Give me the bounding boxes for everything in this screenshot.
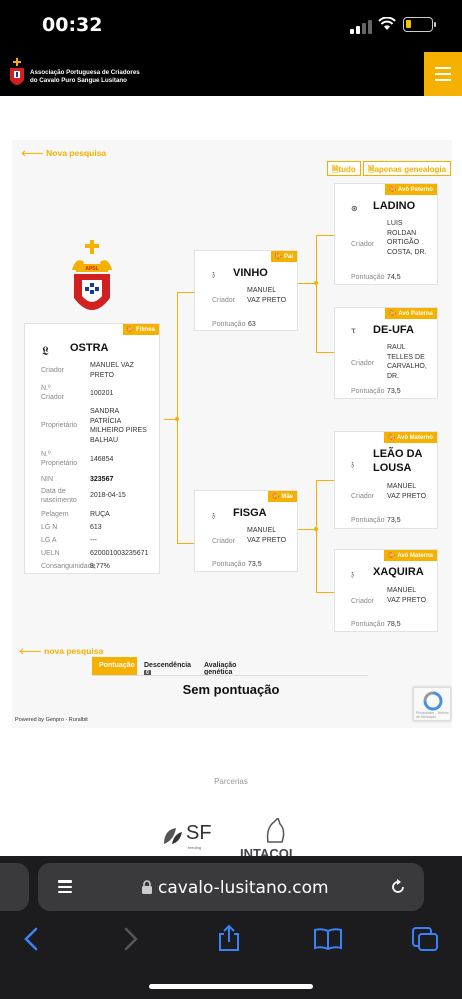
- status-bar: 00:32: [0, 0, 462, 52]
- connector: [298, 283, 316, 284]
- brand-mark-icon: 𝔷: [351, 459, 354, 468]
- horse-head-icon: [266, 818, 285, 843]
- home-indicator: [149, 984, 313, 989]
- connector: [316, 592, 334, 593]
- recaptcha-icon: [423, 691, 443, 711]
- main-horse-card[interactable]: 🐎 Filmea 𝕷 OSTRA Criador MANUEL VAZ PRET…: [24, 323, 160, 574]
- tab-pontuacao[interactable]: Pontuação: [92, 657, 137, 675]
- horse-name: FISGA: [233, 507, 267, 519]
- horse-tag: 🐎 Avó Materna: [384, 550, 437, 561]
- new-search-link-top[interactable]: 🡐 Nova pesquisa: [21, 148, 107, 158]
- apsl-emblem-icon: APSL: [72, 240, 112, 310]
- horse-name: DE-UFA: [373, 324, 414, 336]
- url-text[interactable]: cavalo-lusitano.com: [158, 878, 329, 898]
- connector: [316, 235, 317, 352]
- horse-icon: 🐎: [387, 435, 397, 441]
- back-icon[interactable]: [22, 927, 42, 951]
- brand-mark-icon: ꚍ: [351, 326, 356, 335]
- result-text: Sem pontuação: [182, 682, 280, 697]
- genealogy-only-button[interactable]: 🗎apenas genealogia: [363, 161, 452, 176]
- site-header: Associação Portuguesa de Criadores do Ca…: [0, 52, 462, 96]
- arrow-left-icon: 🡐: [19, 646, 45, 656]
- connector-dot: [314, 527, 318, 531]
- powered-by: Powered by Genpro - Ruralbit: [15, 717, 88, 723]
- horse-icon: 🐎: [389, 311, 399, 317]
- brand-mark-icon: 𝕷: [42, 344, 49, 358]
- horse-name: LADINO: [373, 200, 416, 212]
- maternal-granddam-card[interactable]: 🐎 Avó Materna 𝔷 XAQUIRA Criador MANUEL V…: [334, 549, 438, 632]
- previous-tab-preview[interactable]: [0, 863, 29, 911]
- signal-icon: [350, 20, 372, 34]
- paternal-grandsire-card[interactable]: 🐎 Avô Paterno ⊛ LADINO Criador LUIS ROLD…: [334, 183, 438, 285]
- lock-icon: [142, 880, 152, 894]
- recaptcha-badge[interactable]: Privacidade - Termos de Utilização: [413, 687, 451, 721]
- horse-name: OSTRA: [70, 342, 109, 354]
- tabs-icon[interactable]: [411, 926, 439, 952]
- leaf-icon: [164, 828, 182, 844]
- connector: [316, 235, 334, 236]
- brand-mark-icon: 𝔷: [212, 510, 215, 519]
- connector: [298, 529, 316, 530]
- partners-title: Parcerias: [214, 777, 248, 786]
- horse-icon: 🐎: [272, 494, 282, 500]
- tab-avaliacao-genetica[interactable]: Avaliação genética: [204, 662, 237, 676]
- horse-icon: 🐎: [274, 254, 284, 260]
- horse-tag: 🐎 Filmea: [122, 324, 159, 335]
- horse-tag: 🐎 Pai: [270, 251, 297, 262]
- tab-descendencia[interactable]: Descendência 0: [144, 662, 192, 676]
- forward-icon[interactable]: [120, 927, 140, 951]
- arrow-left-icon: 🡐: [21, 148, 47, 158]
- show-all-button[interactable]: 🗎tudo: [327, 161, 361, 176]
- connector: [164, 419, 178, 420]
- horse-tag: 🐎 Avô Paterno: [384, 184, 437, 195]
- reload-icon[interactable]: [388, 877, 408, 897]
- horse-name: LEÃO DA LOUSA: [373, 448, 423, 474]
- horse-tag: 🐎 Avó Paterna: [385, 308, 437, 319]
- bookmarks-icon[interactable]: [313, 927, 343, 951]
- connector: [316, 480, 334, 481]
- maternal-grandsire-card[interactable]: 🐎 Avô Materno 𝔷 LEÃO DA LOUSA Criador MA…: [334, 431, 438, 529]
- paternal-granddam-card[interactable]: 🐎 Avó Paterna ꚍ DE-UFA Criador RAUL TELL…: [334, 307, 438, 399]
- horse-icon: 🐎: [388, 187, 398, 193]
- horse-tag: 🐎 Mãe: [268, 491, 297, 502]
- apsl-logo-icon[interactable]: [8, 58, 26, 90]
- horse-tag: 🐎 Avô Materno: [383, 432, 437, 443]
- connector: [177, 292, 194, 293]
- document-icon: 🗎: [368, 165, 375, 174]
- count-badge: 0: [144, 670, 151, 676]
- connector: [177, 543, 194, 544]
- tab-divider: [92, 675, 368, 676]
- dam-card[interactable]: 🐎 Mãe 𝔷 FISGA Criador MANUEL VAZ PRETO P…: [194, 490, 298, 572]
- connector-dot: [314, 281, 318, 285]
- battery-icon: [403, 17, 436, 32]
- brand-mark-icon: 𝔷: [351, 569, 354, 578]
- horse-icon: 🐎: [388, 553, 398, 559]
- connector-dot: [175, 417, 179, 421]
- connector: [316, 352, 334, 353]
- share-icon[interactable]: [216, 924, 242, 952]
- brand-mark-icon: 𝔷: [212, 269, 215, 278]
- horse-name: XAQUIRA: [373, 566, 424, 578]
- document-icon: 🗎: [332, 165, 339, 174]
- tab-overview-icon[interactable]: [56, 878, 74, 896]
- sire-card[interactable]: 🐎 Pai 𝔷 VINHO Criador MANUEL VAZ PRETO P…: [194, 250, 298, 331]
- clock: 00:32: [42, 14, 103, 36]
- brand-mark-icon: ⊛: [351, 204, 358, 213]
- svg-text:APSL: APSL: [85, 266, 98, 272]
- org-name[interactable]: Associação Portuguesa de Criadores do Ca…: [30, 69, 140, 84]
- connector: [316, 480, 317, 592]
- horse-name: VINHO: [233, 267, 268, 279]
- new-search-link-bottom[interactable]: 🡐 nova pesquisa: [19, 646, 104, 656]
- menu-button[interactable]: [424, 52, 462, 96]
- wifi-icon: [378, 17, 396, 30]
- address-bar[interactable]: [38, 863, 424, 911]
- horse-icon: 🐎: [126, 327, 136, 333]
